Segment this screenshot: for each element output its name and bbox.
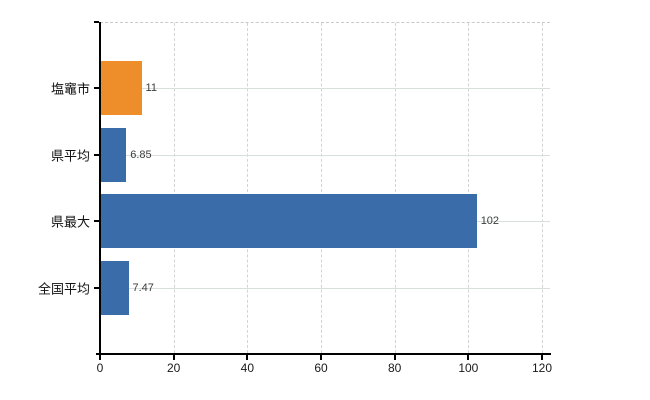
bar <box>101 127 127 182</box>
category-label: 県最大 <box>50 214 90 230</box>
plot-top-border <box>100 22 550 23</box>
y-axis-tick <box>94 21 99 23</box>
value-label: 6.85 <box>130 148 152 161</box>
vertical-gridline <box>542 23 543 353</box>
vertical-gridline <box>247 23 249 353</box>
y-axis-line <box>99 22 101 355</box>
value-label: 11 <box>145 82 157 95</box>
x-axis-tick <box>467 355 470 360</box>
vertical-gridline <box>394 23 396 353</box>
x-axis-tick <box>99 355 101 360</box>
x-tick-label: 120 <box>531 361 553 375</box>
vertical-gridline <box>173 23 175 353</box>
x-tick-label: 40 <box>240 361 255 375</box>
bar <box>101 194 477 249</box>
horizontal-gridline <box>101 88 550 90</box>
y-axis-tick <box>94 286 99 289</box>
x-tick-label: 100 <box>458 361 479 375</box>
horizontal-gridline <box>101 154 550 156</box>
x-axis-tick <box>393 355 396 360</box>
category-label: 全国平均 <box>37 281 90 297</box>
x-axis-tick <box>172 355 175 360</box>
bar <box>101 260 129 315</box>
vertical-gridline <box>468 23 470 353</box>
x-tick-label: 80 <box>387 361 402 375</box>
vertical-gridline <box>321 23 322 353</box>
x-axis-tick <box>246 355 249 360</box>
x-tick-label: 60 <box>314 361 328 375</box>
value-label: 7.47 <box>132 281 154 294</box>
y-axis-tick <box>94 87 99 90</box>
horizontal-gridline <box>101 287 550 289</box>
bar <box>101 61 142 116</box>
x-tick-label: 20 <box>166 361 181 375</box>
x-axis-tick <box>320 355 322 360</box>
y-axis-tick <box>94 220 99 223</box>
x-axis-line <box>96 353 551 355</box>
category-label: 塩竈市 <box>50 81 90 97</box>
value-label: 102 <box>480 215 500 228</box>
category-label: 県平均 <box>50 148 90 164</box>
x-axis-tick <box>541 355 543 360</box>
y-axis-tick <box>94 153 99 156</box>
x-tick-label: 0 <box>96 361 104 375</box>
